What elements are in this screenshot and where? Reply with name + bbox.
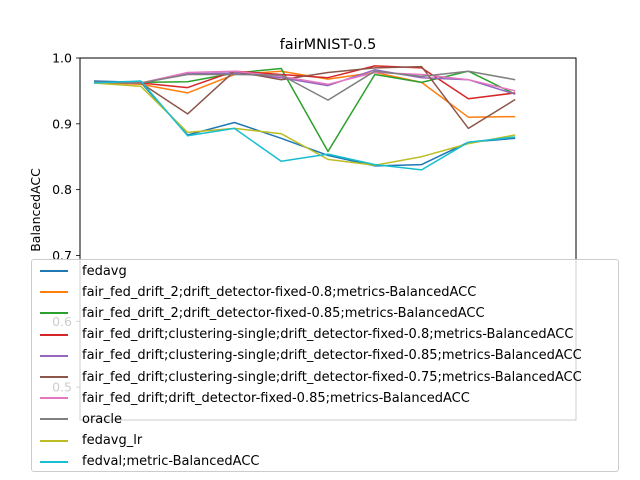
legend-label: fair_fed_drift_2;drift_detector-fixed-0.… [82, 284, 477, 300]
legend-item: fedval;metric-BalancedACC [40, 452, 260, 472]
legend-label: fedavg [82, 263, 127, 279]
legend-item: fedavg_lr [40, 431, 142, 451]
series-line-5 [93, 65, 516, 130]
legend-item: fedavg [40, 261, 127, 281]
chart-title: fairMNIST-0.5 [280, 37, 377, 53]
series-line-1 [93, 70, 516, 118]
legend-swatch [40, 460, 68, 463]
legend-label: fair_fed_drift;clustering-single;drift_d… [82, 327, 574, 343]
legend-label: fair_fed_drift;clustering-single;drift_d… [82, 369, 582, 385]
legend-item: oracle [40, 409, 122, 429]
legend-item: fair_fed_drift_2;drift_detector-fixed-0.… [40, 303, 485, 323]
legend-swatch [40, 270, 68, 272]
y-tick-label: 0.9 [52, 116, 72, 131]
legend-swatch [40, 376, 68, 378]
legend-label: fedval;metric-BalancedACC [82, 454, 260, 470]
legend-item: fair_fed_drift;clustering-single;drift_d… [40, 346, 582, 366]
legend-swatch [40, 312, 68, 315]
legend-swatch [40, 291, 68, 294]
legend-swatch [40, 333, 68, 336]
series-line-8 [93, 82, 516, 167]
series-line-6 [93, 70, 516, 92]
y-tick-label: 0.8 [52, 182, 72, 197]
series-line-9 [93, 80, 516, 171]
legend-label: fair_fed_drift;clustering-single;drift_d… [82, 348, 582, 364]
series-line-7 [93, 70, 516, 101]
legend-label: fair_fed_drift_2;drift_detector-fixed-0.… [82, 305, 485, 321]
y-tick-label: 1.0 [52, 51, 72, 66]
legend: fedavg fair_fed_drift_2;drift_detector-fi… [31, 259, 619, 472]
legend-item: fair_fed_drift;drift_detector-fixed-0.85… [40, 388, 470, 408]
series-layer [93, 65, 516, 171]
legend-swatch [40, 354, 68, 357]
legend-item: fair_fed_drift;clustering-single;drift_d… [40, 367, 582, 387]
legend-label: fedavg_lr [82, 433, 143, 449]
y-axis-label: BalancedACC [28, 168, 43, 252]
legend-swatch [40, 418, 68, 421]
legend-swatch [40, 439, 68, 442]
legend-item: fair_fed_drift;clustering-single;drift_d… [40, 325, 573, 345]
legend-label: fair_fed_drift;drift_detector-fixed-0.85… [82, 390, 470, 406]
legend-item: fair_fed_drift_2;drift_detector-fixed-0.… [40, 282, 476, 302]
legend-swatch [40, 397, 68, 400]
legend-label: oracle [82, 411, 123, 427]
